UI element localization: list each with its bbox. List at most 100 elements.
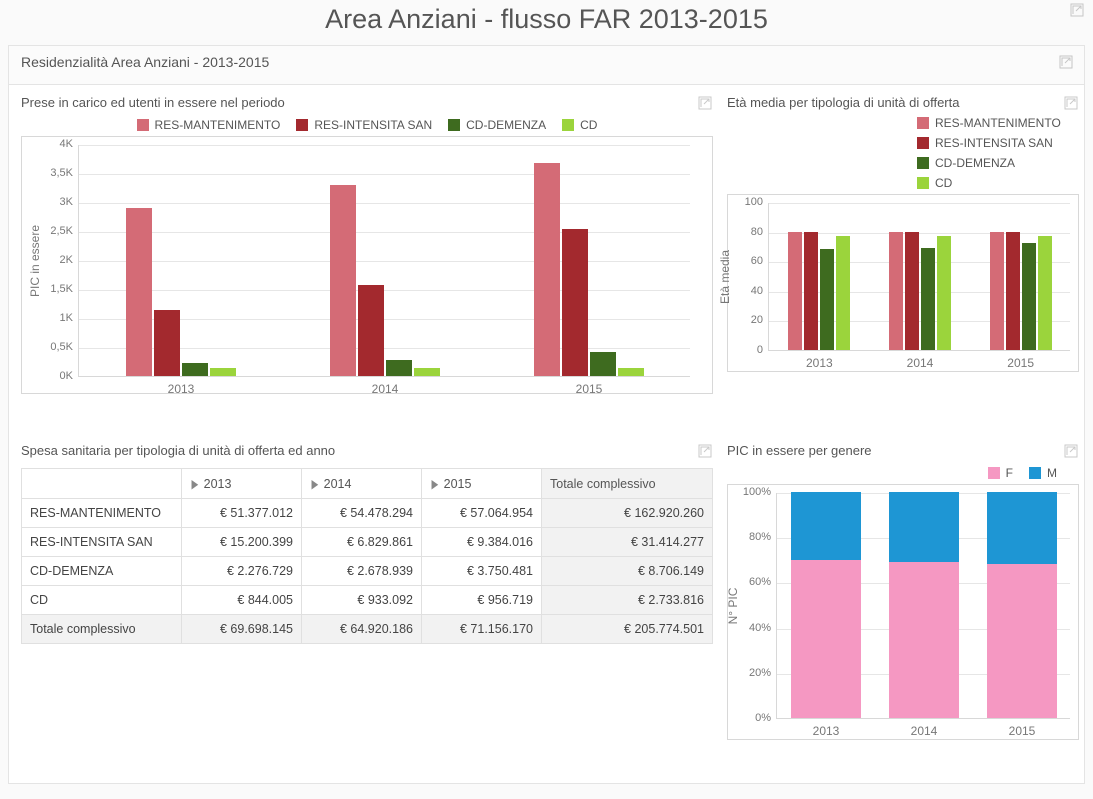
- bar[interactable]: [386, 360, 412, 376]
- legend-item[interactable]: RES-INTENSITA SAN: [296, 118, 432, 132]
- legend-label: RES-INTENSITA SAN: [314, 118, 432, 132]
- legend-swatch: [917, 157, 929, 169]
- bar-segment[interactable]: [987, 564, 1057, 718]
- card-eta-media: Età media per tipologia di unità di offe…: [727, 95, 1079, 429]
- bar[interactable]: [820, 249, 834, 350]
- bar[interactable]: [1022, 243, 1036, 350]
- legend-label: RES-INTENSITA SAN: [935, 136, 1053, 150]
- legend-swatch: [917, 137, 929, 149]
- bar[interactable]: [836, 236, 850, 350]
- legend-item[interactable]: CD-DEMENZA: [448, 118, 546, 132]
- page-title: Area Anziani - flusso FAR 2013-2015: [325, 4, 768, 34]
- table-cell: RES-INTENSITA SAN: [22, 528, 182, 557]
- bar-segment[interactable]: [889, 562, 959, 718]
- y-tick: 3,5K: [50, 167, 79, 179]
- bar[interactable]: [210, 368, 236, 376]
- bar[interactable]: [937, 236, 951, 350]
- spesa-table: ▶2013▶2014▶2015 Totale complessivo RES-MAN…: [21, 468, 713, 644]
- bar[interactable]: [562, 229, 588, 376]
- x-category-label: 2013: [806, 350, 833, 370]
- x-category-label: 2014: [911, 718, 938, 738]
- bar[interactable]: [1006, 232, 1020, 350]
- table-header[interactable]: ▶2014: [302, 469, 422, 499]
- legend-item[interactable]: RES-MANTENIMENTO: [137, 118, 281, 132]
- bar-segment[interactable]: [791, 492, 861, 560]
- bar-segment[interactable]: [791, 560, 861, 718]
- bar[interactable]: [889, 232, 903, 350]
- table-cell: € 54.478.294: [302, 499, 422, 528]
- legend-item[interactable]: F: [988, 466, 1013, 480]
- bar[interactable]: [590, 352, 616, 376]
- chart3: N° PIC0%20%40%60%80%100%201320142015: [727, 484, 1079, 740]
- table-cell: € 205.774.501: [542, 615, 713, 644]
- x-category-label: 2015: [576, 376, 603, 396]
- legend-label: RES-MANTENIMENTO: [155, 118, 281, 132]
- table-cell: € 15.200.399: [182, 528, 302, 557]
- table-header[interactable]: ▶2015: [422, 469, 542, 499]
- bar[interactable]: [788, 232, 802, 350]
- bar[interactable]: [414, 368, 440, 376]
- bar[interactable]: [182, 363, 208, 376]
- table-cell: € 8.706.149: [542, 557, 713, 586]
- bar[interactable]: [126, 208, 152, 376]
- legend-item[interactable]: CD-DEMENZA: [917, 156, 1015, 170]
- x-category-label: 2015: [1009, 718, 1036, 738]
- legend-item[interactable]: CD: [917, 176, 952, 190]
- legend-item[interactable]: M: [1029, 466, 1057, 480]
- chart2-legend: RES-MANTENIMENTO RES-INTENSITA SAN CD-DEME…: [727, 112, 1079, 192]
- legend-item[interactable]: RES-MANTENIMENTO: [917, 116, 1061, 130]
- legend-swatch: [917, 177, 929, 189]
- legend-item[interactable]: CD: [562, 118, 597, 132]
- card-title-2: Età media per tipologia di unità di offe…: [727, 95, 1079, 110]
- bar[interactable]: [921, 248, 935, 350]
- y-tick: 4K: [60, 138, 79, 150]
- panel-header: Residenzialità Area Anziani - 2013-2015: [9, 46, 1084, 85]
- bar-segment[interactable]: [889, 492, 959, 562]
- legend-label: F: [1006, 466, 1013, 480]
- bar[interactable]: [618, 368, 644, 376]
- table-cell: € 9.384.016: [422, 528, 542, 557]
- table-cell: € 162.920.260: [542, 499, 713, 528]
- y-tick: 60%: [749, 576, 777, 588]
- x-category-label: 2013: [813, 718, 840, 738]
- legend-label: CD: [580, 118, 597, 132]
- y-tick: 80%: [749, 531, 777, 543]
- legend-item[interactable]: RES-INTENSITA SAN: [917, 136, 1053, 150]
- y-tick: 2,5K: [50, 225, 79, 237]
- y-tick: 40: [751, 285, 769, 297]
- bar[interactable]: [330, 185, 356, 376]
- bar[interactable]: [154, 310, 180, 376]
- table-cell: RES-MANTENIMENTO: [22, 499, 182, 528]
- bar[interactable]: [990, 232, 1004, 350]
- y-axis-label: Età media: [718, 249, 732, 303]
- main-panel: Residenzialità Area Anziani - 2013-2015 …: [8, 45, 1085, 784]
- bar[interactable]: [534, 163, 560, 376]
- table-cell: Totale complessivo: [22, 615, 182, 644]
- export-table-icon[interactable]: [697, 443, 713, 459]
- legend-swatch: [988, 467, 1000, 479]
- y-axis-label: PIC in essere: [28, 224, 42, 296]
- y-tick: 0,5K: [50, 341, 79, 353]
- y-tick: 0K: [60, 370, 79, 382]
- table-cell: € 69.698.145: [182, 615, 302, 644]
- table-cell: € 31.414.277: [542, 528, 713, 557]
- export-page-icon[interactable]: [1069, 2, 1085, 18]
- card-title-1: Prese in carico ed utenti in essere nel …: [21, 95, 713, 110]
- legend-label: RES-MANTENIMENTO: [935, 116, 1061, 130]
- export-chart2-icon[interactable]: [1063, 95, 1079, 111]
- legend-swatch: [448, 119, 460, 131]
- bar[interactable]: [358, 285, 384, 376]
- table-cell: € 844.005: [182, 586, 302, 615]
- bar[interactable]: [905, 232, 919, 350]
- y-tick: 2K: [60, 254, 79, 266]
- table-header[interactable]: ▶2013: [182, 469, 302, 499]
- export-chart3-icon[interactable]: [1063, 443, 1079, 459]
- y-tick: 0%: [755, 712, 777, 724]
- x-category-label: 2014: [372, 376, 399, 396]
- bar[interactable]: [804, 232, 818, 350]
- export-chart1-icon[interactable]: [697, 95, 713, 111]
- bar-segment[interactable]: [987, 492, 1057, 564]
- bar[interactable]: [1038, 236, 1052, 350]
- card-title-3: Spesa sanitaria per tipologia di unità d…: [21, 443, 713, 458]
- export-panel-icon[interactable]: [1058, 54, 1074, 70]
